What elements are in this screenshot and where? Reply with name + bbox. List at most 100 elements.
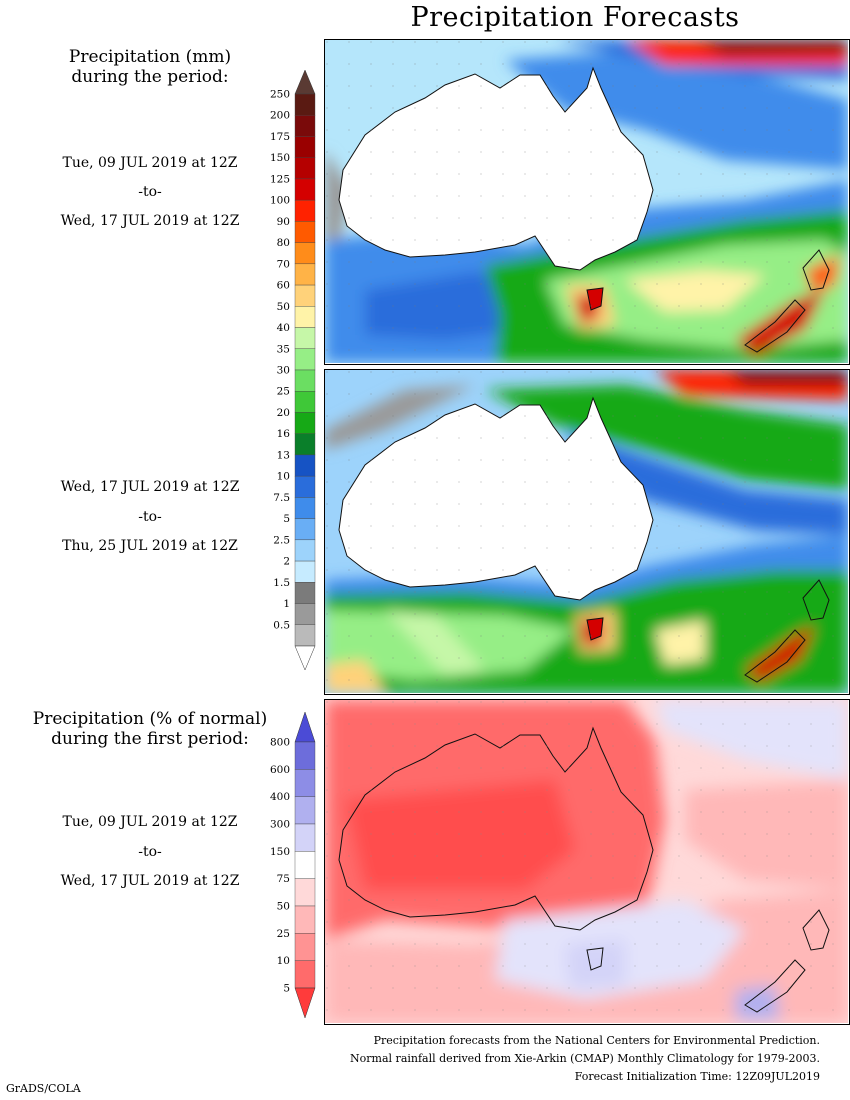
- map-panel-percent-normal: [324, 699, 850, 1025]
- precip-scale-swatch: [294, 433, 316, 456]
- precip-scale-swatch: [294, 497, 316, 519]
- precip-scale-tick-label: 0.5: [273, 619, 290, 631]
- precip-scale-swatch: [294, 475, 316, 498]
- precip-scale-tick-label: 250: [270, 89, 290, 101]
- footer-normal: Normal rainfall derived from Xie-Arkin (…: [350, 1052, 820, 1065]
- precip-scale-tick-label: 50: [277, 301, 290, 313]
- percent-scale-swatch: [294, 741, 316, 770]
- credit: GrADS/COLA: [6, 1082, 81, 1095]
- percent-scale-swatch: [294, 905, 316, 934]
- precip-scale-tick-label: 70: [277, 258, 290, 270]
- percent-scale-tick-label: 600: [270, 764, 290, 776]
- precip-scale-swatch: [294, 221, 316, 243]
- panel1-heading-line2: during the period:: [71, 67, 229, 87]
- precip-scale-swatch: [294, 263, 316, 286]
- panel3-heading-line1: Precipitation (% of normal): [32, 709, 268, 729]
- precip-scale-swatch: [294, 306, 316, 328]
- precip-scale-swatch: [294, 136, 316, 158]
- percent-scale-swatch: [294, 823, 316, 852]
- panel1-start-date: Tue, 09 JUL 2019 at 12Z: [62, 155, 238, 171]
- panel3-start-date: Tue, 09 JUL 2019 at 12Z: [62, 814, 238, 830]
- precip-scale-tick-label: 7.5: [273, 492, 290, 504]
- panel2-separator: -to-: [138, 509, 162, 525]
- precip-scale-top-cap: [294, 69, 316, 95]
- percent-colorbar: 800 600 400 300 150 75 50 25 10 5: [255, 711, 320, 1019]
- precip-scale-swatch: [294, 157, 316, 180]
- precip-scale-swatch: [294, 178, 316, 201]
- precip-scale-tick-label: 10: [277, 471, 290, 483]
- precip-scale-tick-label: 5: [283, 513, 290, 525]
- precip-scale-swatch: [294, 412, 316, 434]
- precip-scale-swatch: [294, 115, 316, 137]
- percent-scale-tick-label: 300: [270, 819, 290, 831]
- precip-scale-swatch: [294, 242, 316, 265]
- precip-scale-swatch: [294, 93, 316, 116]
- precip-scale-tick-label: 150: [270, 152, 290, 164]
- panel3-separator: -to-: [138, 844, 162, 860]
- footer-init-time: Forecast Initialization Time: 12Z09JUL20…: [574, 1070, 820, 1083]
- panel2-end-date: Thu, 25 JUL 2019 at 12Z: [62, 538, 238, 554]
- precip-colorbar: 250 200 175 150 125 100 90 80 70 60 50 40 35 30 25 20 16…: [255, 69, 320, 671]
- precip-scale-tick-label: 16: [277, 428, 291, 440]
- precip-scale-swatch: [294, 454, 316, 477]
- percent-scale-tick-label: 75: [277, 873, 290, 885]
- percent-scale-tick-label: 50: [277, 901, 290, 913]
- percent-scale-swatch: [294, 878, 316, 907]
- precip-scale-tick-label: 25: [277, 386, 290, 398]
- precip-scale-swatch: [294, 518, 316, 541]
- percent-scale-swatch: [294, 796, 316, 825]
- precip-scale-tick-label: 175: [270, 131, 290, 143]
- precip-scale-swatch: [294, 199, 316, 222]
- precip-scale-swatch: [294, 582, 316, 604]
- panel3-heading-line2: during the first period:: [51, 729, 249, 749]
- precip-scale-tick-label: 60: [277, 280, 290, 292]
- panel2-start-date: Wed, 17 JUL 2019 at 12Z: [60, 479, 240, 495]
- page-title: Precipitation Forecasts: [410, 2, 740, 33]
- precip-scale-tick-label: 30: [277, 365, 290, 377]
- precip-scale-tick-label: 100: [270, 195, 290, 207]
- precip-scale-tick-label: 200: [270, 110, 290, 122]
- percent-scale-swatch: [294, 769, 316, 797]
- precip-scale-tick-label: 13: [277, 449, 290, 461]
- panel3-end-date: Wed, 17 JUL 2019 at 12Z: [60, 873, 240, 889]
- percent-scale-tick-label: 150: [270, 846, 290, 858]
- footer-source: Precipitation forecasts from the Nationa…: [373, 1034, 820, 1047]
- panel3-heading: Precipitation (% of normal) during the f…: [0, 709, 300, 749]
- map-panel-week1: [324, 39, 850, 365]
- panel1-heading-line1: Precipitation (mm): [68, 47, 232, 67]
- precip-scale-tick-label: 2.5: [273, 534, 290, 546]
- precip-scale-tick-label: 1: [283, 598, 290, 610]
- precip-scale-swatch: [294, 284, 316, 307]
- percent-scale-tick-label: 10: [277, 955, 290, 967]
- percent-scale-swatch: [294, 933, 316, 961]
- percent-scale-tick-label: 400: [270, 791, 290, 803]
- percent-scale-tick-label: 25: [277, 928, 290, 940]
- precip-scale-swatch: [294, 348, 316, 371]
- precip-scale-swatch: [294, 539, 316, 562]
- precip-scale-tick-label: 80: [277, 237, 290, 249]
- precip-scale-tick-label: 1.5: [273, 577, 290, 589]
- precip-scale-tick-label: 125: [270, 173, 290, 185]
- precip-scale-swatch: [294, 560, 316, 583]
- precip-scale-swatch: [294, 369, 316, 392]
- precip-scale-tick-label: 20: [277, 407, 290, 419]
- precip-scale-swatch: [294, 327, 316, 349]
- percent-scale-swatch: [294, 960, 316, 989]
- precip-scale-tick-label: 2: [283, 556, 290, 568]
- precip-scale-bottom-cap: [294, 645, 316, 671]
- percent-scale-bottom-cap: [294, 987, 316, 1019]
- map-panel-week2: [324, 369, 850, 695]
- panel1-end-date: Wed, 17 JUL 2019 at 12Z: [60, 213, 240, 229]
- percent-scale-top-cap: [294, 711, 316, 743]
- percent-scale-swatch: [294, 851, 316, 879]
- percent-scale-tick-label: 800: [270, 737, 290, 749]
- panel1-heading: Precipitation (mm) during the period:: [0, 47, 300, 87]
- panel1-separator: -to-: [138, 184, 162, 200]
- percent-scale-tick-label: 5: [283, 983, 290, 995]
- precip-scale-swatch: [294, 391, 316, 413]
- precip-scale-tick-label: 35: [277, 343, 290, 355]
- precip-scale-tick-label: 90: [277, 216, 290, 228]
- precip-scale-swatch: [294, 624, 316, 647]
- precip-scale-tick-label: 40: [277, 322, 290, 334]
- precip-scale-swatch: [294, 603, 316, 625]
